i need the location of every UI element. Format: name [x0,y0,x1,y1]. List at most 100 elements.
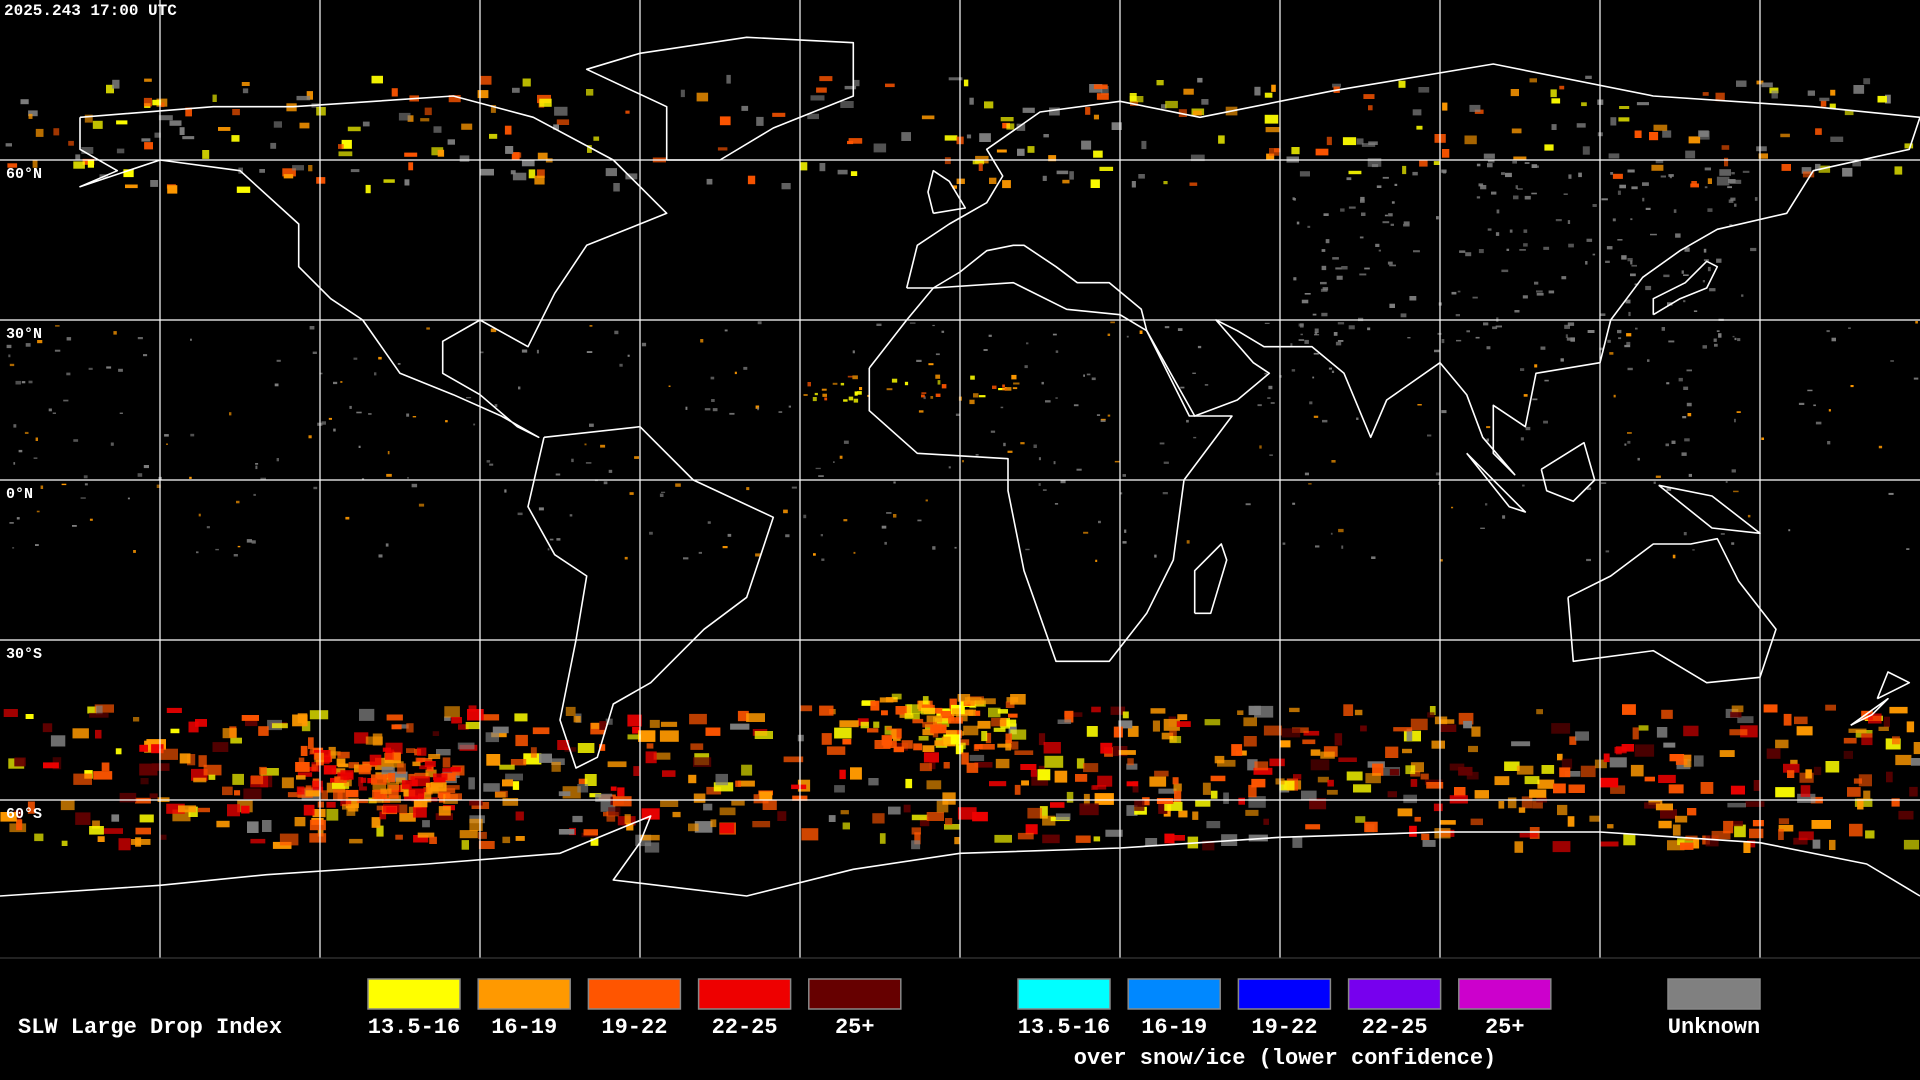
cloud-patch [260,477,266,481]
cloud-patch [1107,414,1111,417]
cloud-patch [923,752,939,763]
cloud-patch [514,713,528,722]
cloud-patch [530,747,537,758]
cloud-patch [1700,782,1714,794]
cloud-patch [170,728,180,734]
cloud-patch [1586,558,1591,562]
cloud-patch [1052,333,1057,336]
cloud-patch [1709,288,1716,292]
cloud-patch [1506,248,1510,251]
legend-swatch [587,978,682,1010]
cloud-patch [1005,733,1012,744]
cloud-patch [83,475,88,479]
cloud-patch [428,754,441,759]
cloud-patch [61,840,68,846]
cloud-patch [1621,744,1634,752]
cloud-patch [218,127,231,131]
cloud-patch [1060,480,1066,484]
cloud-patch [118,368,123,372]
coastline [1850,697,1889,727]
cloud-patch [1626,333,1632,337]
cloud-patch [1053,461,1056,465]
cloud-patch [356,799,369,804]
cloud-patch [378,554,383,558]
cloud-patch [1827,441,1831,445]
cloud-patch [118,838,131,851]
cloud-patch [258,726,269,736]
cloud-patch [1677,838,1696,846]
cloud-patch [1127,758,1134,766]
cloud-patch [1853,85,1865,94]
cloud-patch [1568,174,1572,179]
cloud-patch [25,343,31,347]
cloud-patch [376,805,384,811]
cloud-patch [918,736,929,741]
cloud-patch [172,809,191,822]
cloud-patch [84,483,88,486]
cloud-patch [259,169,265,173]
cloud-patch [999,719,1017,727]
cloud-patch [1163,461,1169,464]
cloud-patch [1328,367,1332,370]
cloud-patch [1245,503,1251,506]
legend-label: 22-25 [1362,1015,1428,1040]
cloud-patch [1568,784,1585,793]
cloud-patch [675,483,681,487]
cloud-patch [159,102,165,108]
cloud-patch [436,749,451,756]
cloud-patch [1093,114,1099,120]
legend-title: SLW Large Drop Index [18,1015,282,1040]
cloud-patch [1022,107,1035,113]
cloud-patch [1668,784,1684,794]
cloud-patch [1913,742,1920,755]
cloud-patch [1390,223,1394,226]
cloud-patch [1163,181,1168,185]
cloud-patch [1210,775,1226,782]
cloud-patch [1094,793,1114,805]
cloud-patch [1734,337,1737,341]
cloud-patch [876,323,882,326]
cloud-patch [975,454,979,456]
cloud-patch [1280,740,1291,748]
coastline [1876,671,1911,700]
cloud-patch [1685,150,1696,159]
cloud-patch [1520,368,1525,371]
cloud-patch [1607,339,1611,343]
cloud-patch [1005,739,1011,751]
cloud-patch [1705,835,1719,847]
cloud-patch [312,809,326,818]
cloud-patch [296,775,306,780]
cloud-patch [111,814,120,822]
cloud-patch [1119,492,1123,495]
cloud-patch [1825,761,1840,773]
cloud-patch [1775,787,1795,798]
cloud-patch [1356,417,1359,420]
cloud-patch [689,713,707,725]
cloud-patch [1843,750,1853,759]
cloud-patch [945,818,953,825]
cloud-patch [958,739,970,746]
cloud-patch [1906,721,1915,733]
cloud-patch [333,428,336,432]
lat-label: 60°N [6,166,42,183]
cloud-patch [788,405,791,408]
cloud-patch [1634,130,1642,138]
cloud-patch [1702,92,1709,96]
cloud-patch [1513,156,1527,160]
cloud-patch [879,833,886,844]
cloud-patch [1732,335,1735,338]
cloud-patch [1718,333,1722,338]
cloud-patch [599,721,607,730]
cloud-patch [1266,153,1275,161]
cloud-patch [1361,143,1376,147]
cloud-patch [1501,172,1505,175]
cloud-patch [397,763,406,774]
cloud-patch [1523,229,1528,233]
cloud-patch [478,841,495,849]
cloud-patch [406,748,415,753]
cloud-patch [843,519,848,522]
cloud-patch [515,811,524,821]
legend-label: 25+ [835,1015,875,1040]
cloud-patch [554,106,568,116]
cloud-patch [1217,759,1236,767]
